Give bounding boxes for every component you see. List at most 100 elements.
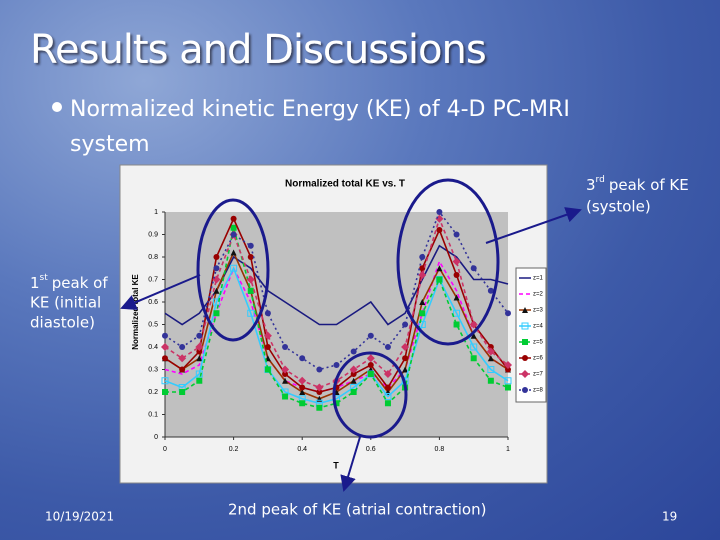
marker xyxy=(230,264,238,272)
marker xyxy=(521,322,529,330)
marker xyxy=(419,254,426,260)
marker xyxy=(505,310,511,317)
x-tick-label: 1 xyxy=(506,446,510,453)
date: 10/19/2021 xyxy=(45,510,114,524)
marker xyxy=(196,348,203,355)
marker xyxy=(453,272,460,278)
marker xyxy=(196,332,203,339)
slide-title: Results and Discussions xyxy=(30,27,486,73)
highlight-ellipse xyxy=(196,198,270,342)
marker xyxy=(522,387,528,393)
x-tick-label: 0.6 xyxy=(366,446,376,453)
bullet-text: Normalized kinetic Energy (KE) of 4-D PC… xyxy=(70,97,570,122)
marker xyxy=(247,309,255,317)
marker xyxy=(299,389,306,395)
marker xyxy=(402,321,409,328)
marker xyxy=(453,321,460,328)
legend-label: z=8 xyxy=(533,388,544,394)
note: 1st peak of xyxy=(30,273,108,292)
marker xyxy=(487,355,494,362)
marker xyxy=(213,254,220,260)
marker xyxy=(213,287,220,294)
marker xyxy=(213,265,220,272)
marker xyxy=(282,344,289,350)
marker xyxy=(469,320,478,329)
x-tick-label: 0.2 xyxy=(229,446,239,453)
marker xyxy=(316,366,323,373)
marker xyxy=(299,355,306,362)
marker xyxy=(487,366,495,373)
marker xyxy=(453,309,461,317)
marker xyxy=(470,355,477,362)
y-tick-label: 0.3 xyxy=(148,366,158,373)
marker xyxy=(282,377,289,384)
y-tick-label: 0.9 xyxy=(148,231,158,238)
marker xyxy=(350,371,357,377)
y-axis-label: Normalized total KE xyxy=(131,274,140,350)
marker xyxy=(522,307,528,313)
marker xyxy=(419,310,426,317)
marker xyxy=(453,294,460,301)
marker xyxy=(298,376,307,385)
marker xyxy=(384,384,391,391)
marker xyxy=(418,321,426,328)
marker xyxy=(179,344,186,350)
bullet xyxy=(52,102,62,112)
series-line xyxy=(164,266,509,405)
marker xyxy=(264,344,271,350)
legend-label: z=4 xyxy=(533,324,544,330)
marker xyxy=(264,366,271,373)
y-tick-label: 0.8 xyxy=(148,254,158,261)
marker xyxy=(436,265,443,272)
marker xyxy=(230,249,237,256)
marker xyxy=(436,227,443,233)
note: KE (initial xyxy=(30,294,101,312)
marker xyxy=(402,355,409,362)
y-tick-label: 0.5 xyxy=(148,321,158,328)
note: 3rd peak of KE xyxy=(586,175,689,194)
marker xyxy=(264,310,271,317)
y-tick-label: 0.7 xyxy=(148,276,158,283)
legend-label: z=1 xyxy=(533,276,544,282)
note-suffix: rd xyxy=(596,175,605,185)
marker xyxy=(384,400,391,407)
marker xyxy=(402,366,409,373)
marker xyxy=(521,370,529,378)
marker xyxy=(350,348,357,355)
marker xyxy=(350,377,357,384)
marker xyxy=(486,347,495,356)
marker xyxy=(162,332,168,339)
marker xyxy=(161,377,169,385)
note-suffix: st xyxy=(40,273,49,283)
marker xyxy=(367,371,374,377)
note: diastole) xyxy=(30,314,95,332)
marker xyxy=(230,231,237,238)
marker xyxy=(299,400,306,407)
x-tick-label: 0.8 xyxy=(435,446,445,453)
marker xyxy=(263,331,272,340)
y-tick-label: 0.6 xyxy=(148,299,158,306)
marker xyxy=(505,366,511,373)
y-tick-label: 0.4 xyxy=(148,344,158,351)
highlight-ellipse xyxy=(332,351,408,439)
legend-label: z=5 xyxy=(533,340,544,346)
marker xyxy=(470,332,477,339)
chart: Normalized total KE vs. T T Normalized t… xyxy=(119,164,548,484)
marker xyxy=(470,343,478,351)
marker xyxy=(282,393,289,400)
legend-label: z=7 xyxy=(533,372,544,378)
marker xyxy=(247,287,254,294)
marker xyxy=(366,354,375,363)
marker xyxy=(230,215,237,222)
note: (systole) xyxy=(586,198,651,216)
y-tick-label: 0.1 xyxy=(148,411,158,418)
chart-title: Normalized total KE vs. T xyxy=(285,179,405,190)
marker xyxy=(246,275,255,284)
marker xyxy=(367,362,374,368)
marker xyxy=(196,355,203,362)
x-axis-label: T xyxy=(333,460,339,470)
arrow xyxy=(340,436,361,492)
marker xyxy=(522,339,528,345)
marker xyxy=(436,209,443,215)
